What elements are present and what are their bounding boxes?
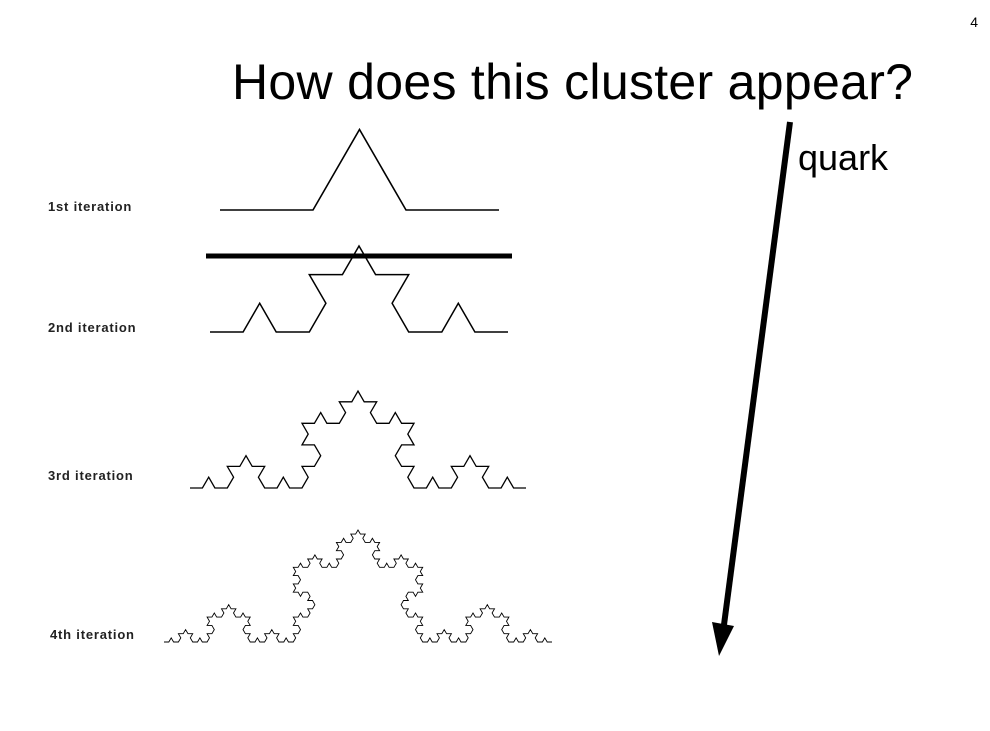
arrow-label: quark bbox=[798, 137, 889, 178]
arrow-shaft bbox=[719, 121, 793, 641]
koch-curve-iteration-2 bbox=[210, 244, 508, 333]
koch-curve-iteration-3 bbox=[190, 389, 526, 489]
koch-curve-iteration-4 bbox=[164, 529, 552, 643]
slide-number: 4 bbox=[970, 14, 978, 30]
slide-title: How does this cluster appear? bbox=[232, 54, 914, 110]
iteration-label-1: 1st iteration bbox=[48, 199, 133, 214]
arrow-head bbox=[712, 622, 734, 656]
iteration-label-4: 4th iteration bbox=[50, 627, 135, 642]
koch-curve-iteration-1 bbox=[220, 127, 499, 211]
iteration-label-3: 3rd iteration bbox=[48, 468, 134, 483]
iteration-label-2: 2nd iteration bbox=[48, 320, 137, 335]
